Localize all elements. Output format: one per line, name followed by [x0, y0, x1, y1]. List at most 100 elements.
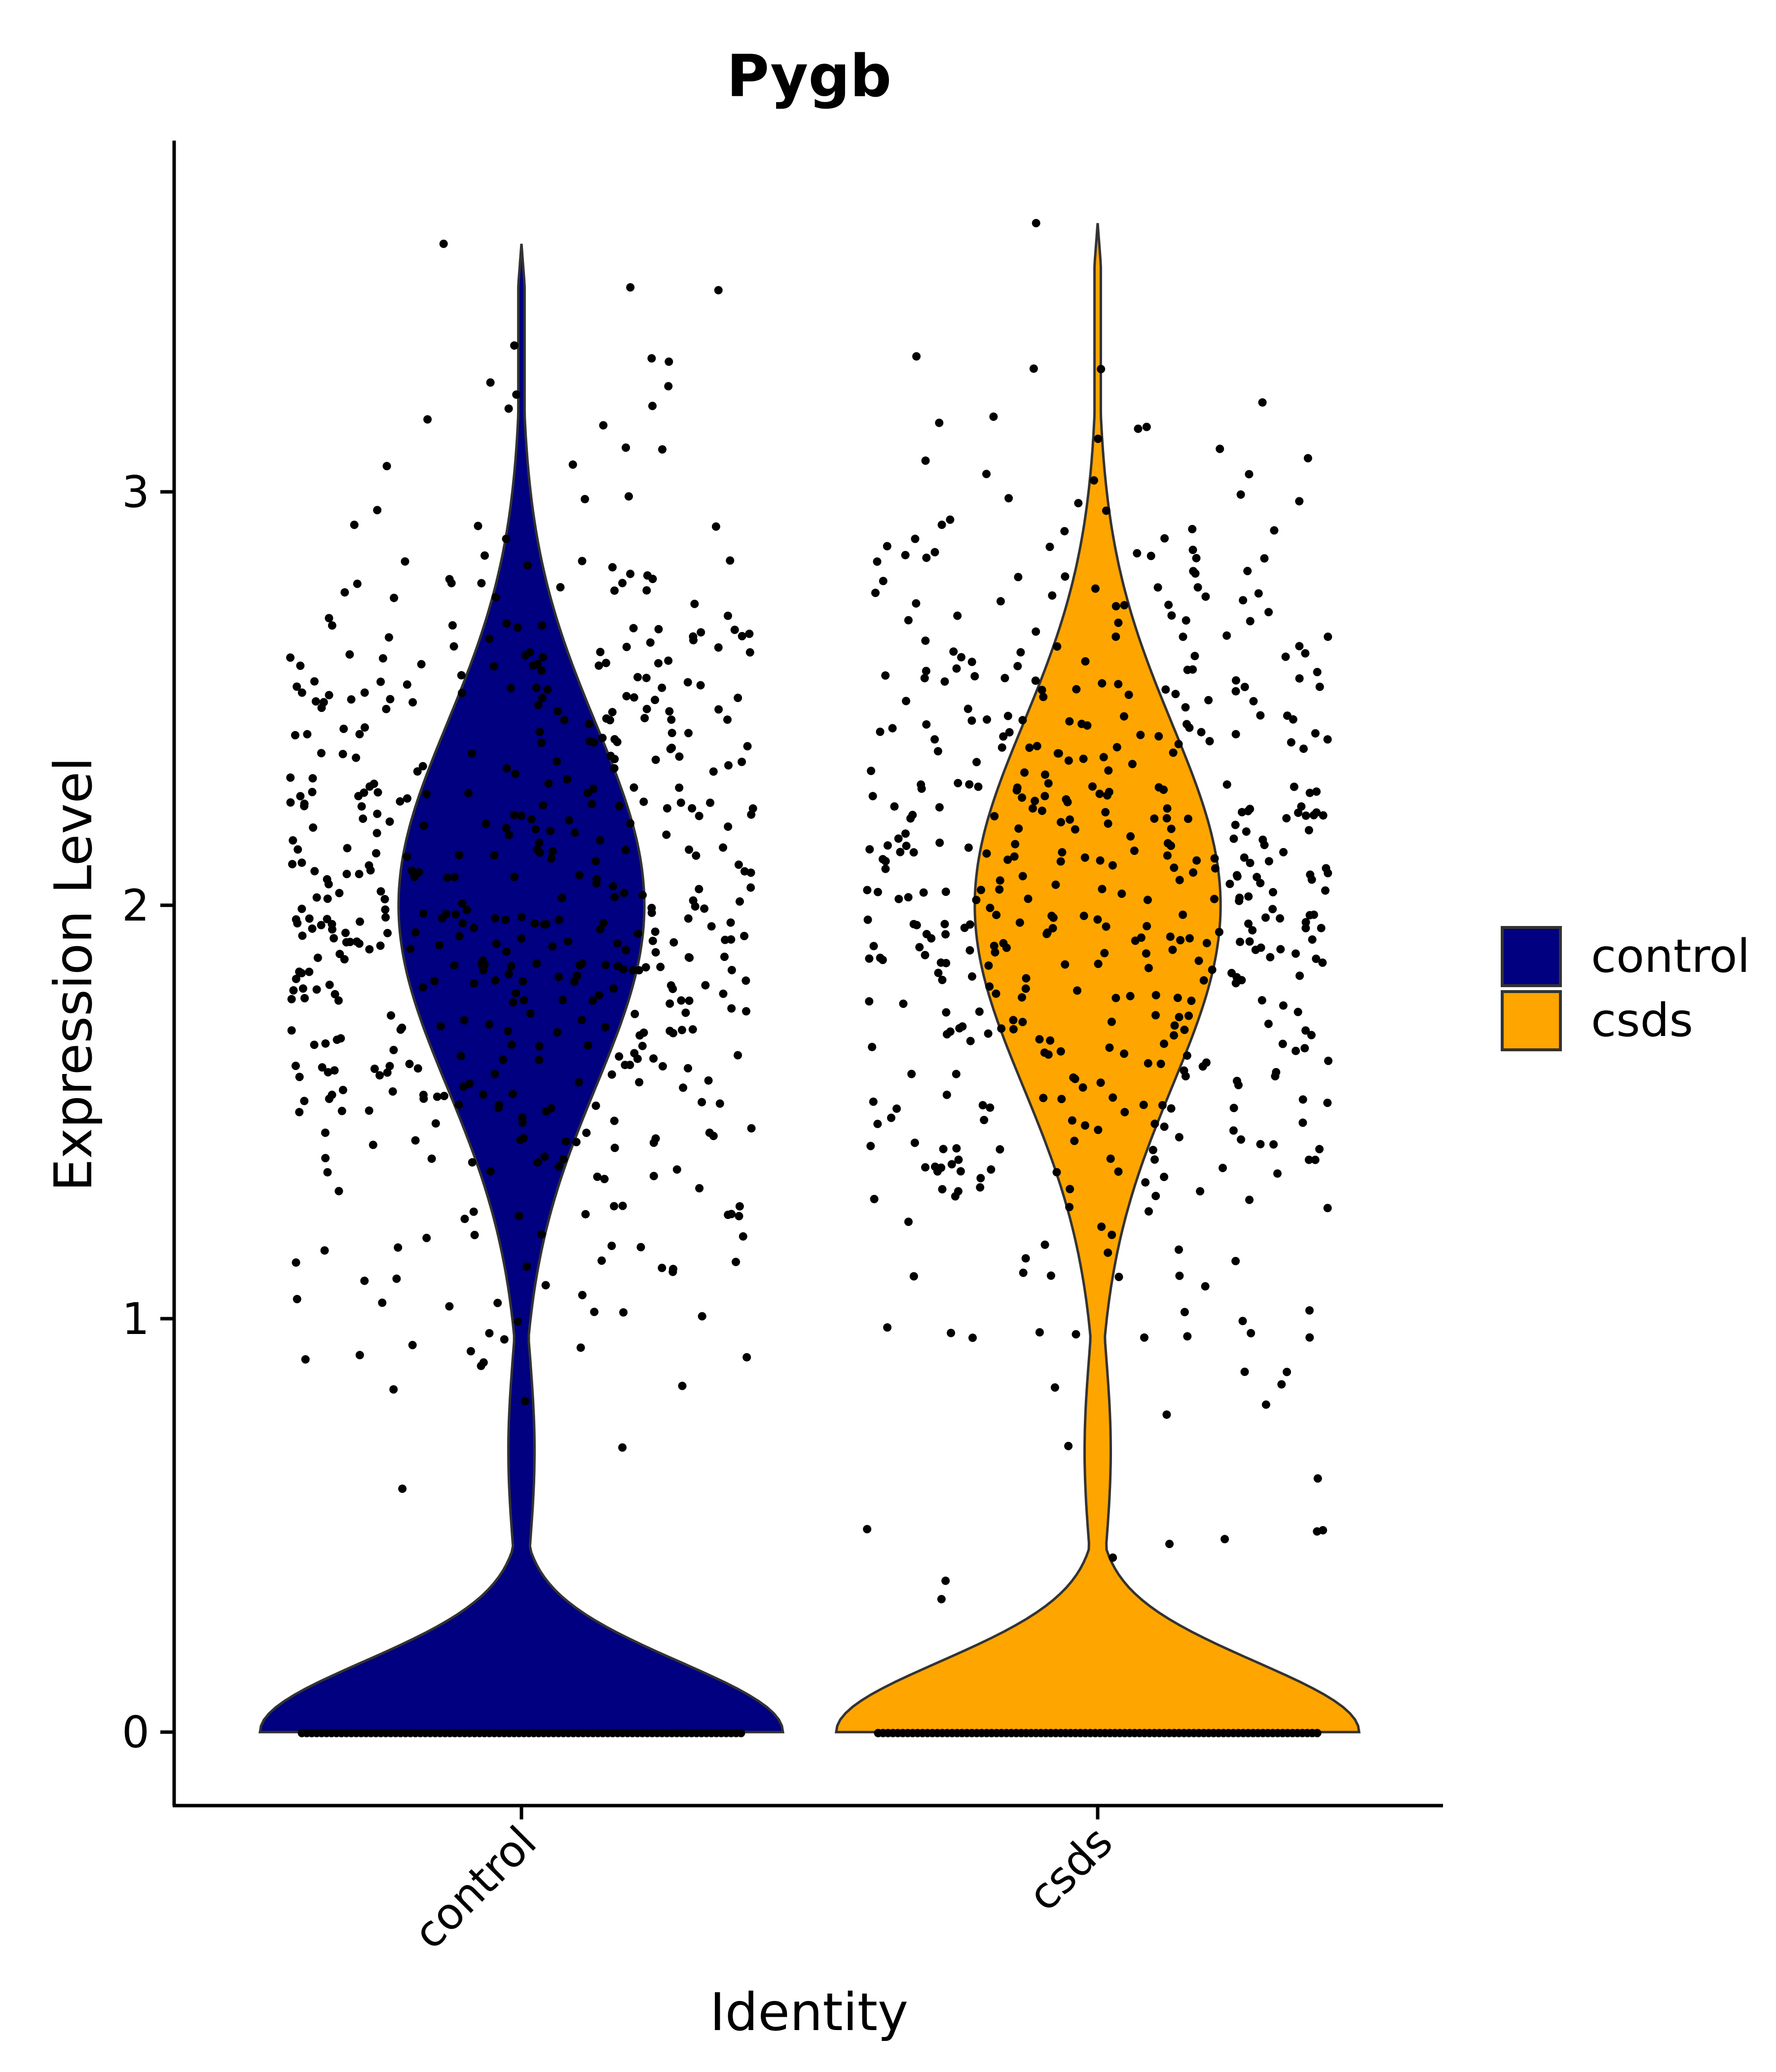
- jitter-point: [1058, 848, 1067, 857]
- jitter-point: [491, 976, 500, 985]
- jitter-point: [1071, 825, 1079, 834]
- jitter-point: [930, 548, 939, 556]
- jitter-point: [323, 1168, 332, 1177]
- jitter-point: [727, 1210, 736, 1219]
- jitter-point: [998, 743, 1006, 752]
- jitter-point: [1079, 912, 1088, 920]
- jitter-point: [1202, 939, 1211, 948]
- jitter-point: [1018, 1018, 1027, 1027]
- jitter-point: [1107, 1017, 1116, 1026]
- jitter-point: [1222, 631, 1231, 640]
- jitter-point: [1258, 398, 1267, 407]
- jitter-point: [1297, 802, 1306, 811]
- jitter-point: [615, 1052, 624, 1061]
- jitter-point: [388, 1087, 397, 1096]
- jitter-point: [956, 1167, 965, 1176]
- jitter-point: [494, 1104, 503, 1112]
- jitter-point: [1136, 731, 1145, 740]
- jitter-point: [509, 998, 518, 1007]
- jitter-point: [688, 804, 697, 813]
- jitter-point: [941, 930, 950, 939]
- jitter-point: [418, 983, 427, 992]
- jitter-point: [965, 946, 974, 955]
- jitter-point: [1029, 364, 1038, 373]
- jitter-point: [389, 1385, 398, 1394]
- jitter-point: [690, 599, 699, 608]
- jitter-point: [912, 352, 921, 361]
- jitter-point: [572, 1138, 581, 1147]
- jitter-point: [902, 842, 911, 851]
- jitter-point: [870, 1195, 879, 1203]
- jitter-point: [881, 864, 890, 873]
- jitter-point: [1324, 1056, 1332, 1065]
- jitter-point: [1102, 922, 1110, 931]
- jitter-point: [556, 583, 565, 592]
- jitter-point: [291, 731, 299, 740]
- jitter-point: [1219, 1164, 1227, 1172]
- jitter-point: [1269, 1140, 1278, 1149]
- jitter-point: [1150, 1119, 1159, 1128]
- jitter-point: [459, 1082, 468, 1091]
- jitter-point: [320, 1246, 329, 1255]
- jitter-point: [598, 734, 607, 742]
- jitter-point: [665, 707, 674, 716]
- jitter-point: [698, 1312, 706, 1321]
- jitter-point: [373, 810, 382, 818]
- jitter-point: [1246, 858, 1255, 867]
- jitter-point: [469, 1207, 478, 1216]
- jitter-point: [292, 974, 300, 983]
- jitter-point: [376, 677, 385, 686]
- jitter-point: [301, 1355, 310, 1364]
- jitter-point: [978, 1101, 987, 1110]
- jitter-point: [937, 520, 946, 529]
- y-tick-label: 2: [122, 880, 149, 931]
- jitter-point: [1239, 596, 1248, 605]
- jitter-point: [649, 1054, 658, 1063]
- jitter-point: [1185, 934, 1194, 943]
- jitter-point: [576, 1343, 585, 1352]
- jitter-point: [1156, 1060, 1165, 1068]
- jitter-point: [863, 886, 872, 894]
- jitter-point: [996, 597, 1005, 606]
- jitter-point: [912, 921, 921, 929]
- jitter-point: [607, 1241, 616, 1250]
- jitter-point: [1291, 949, 1300, 958]
- jitter-point: [697, 628, 705, 637]
- jitter-point: [1015, 918, 1024, 927]
- jitter-point: [292, 1258, 300, 1267]
- jitter-point: [610, 586, 619, 595]
- jitter-point: [635, 1078, 644, 1087]
- jitter-point: [920, 674, 929, 683]
- jitter-point: [1039, 693, 1048, 702]
- jitter-point: [381, 905, 390, 914]
- jitter-point: [1124, 690, 1133, 699]
- jitter-point: [1040, 792, 1049, 801]
- jitter-point: [403, 852, 411, 861]
- jitter-point: [873, 557, 882, 566]
- jitter-point: [451, 910, 460, 919]
- jitter-point: [293, 1295, 301, 1303]
- jitter-point: [724, 822, 733, 831]
- jitter-point: [357, 802, 366, 811]
- jitter-point: [987, 1165, 996, 1174]
- jitter-point: [746, 868, 755, 877]
- jitter-point: [511, 770, 520, 778]
- jitter-point: [340, 588, 349, 597]
- jitter-point: [538, 653, 547, 662]
- jitter-point: [868, 792, 877, 801]
- jitter-point: [615, 802, 624, 811]
- jitter-point: [455, 932, 464, 941]
- jitter-point: [458, 919, 467, 927]
- jitter-point: [1160, 1173, 1169, 1182]
- jitter-point: [1032, 627, 1040, 636]
- jitter-point: [745, 629, 754, 638]
- jitter-point: [1101, 808, 1110, 816]
- jitter-point: [1151, 1011, 1160, 1020]
- jitter-point: [1114, 618, 1123, 627]
- jitter-point: [743, 742, 752, 751]
- jitter-point: [622, 946, 630, 955]
- jitter-point: [1109, 1093, 1117, 1102]
- jitter-point: [610, 1144, 619, 1152]
- jitter-point: [555, 972, 563, 981]
- jitter-point: [1181, 703, 1190, 712]
